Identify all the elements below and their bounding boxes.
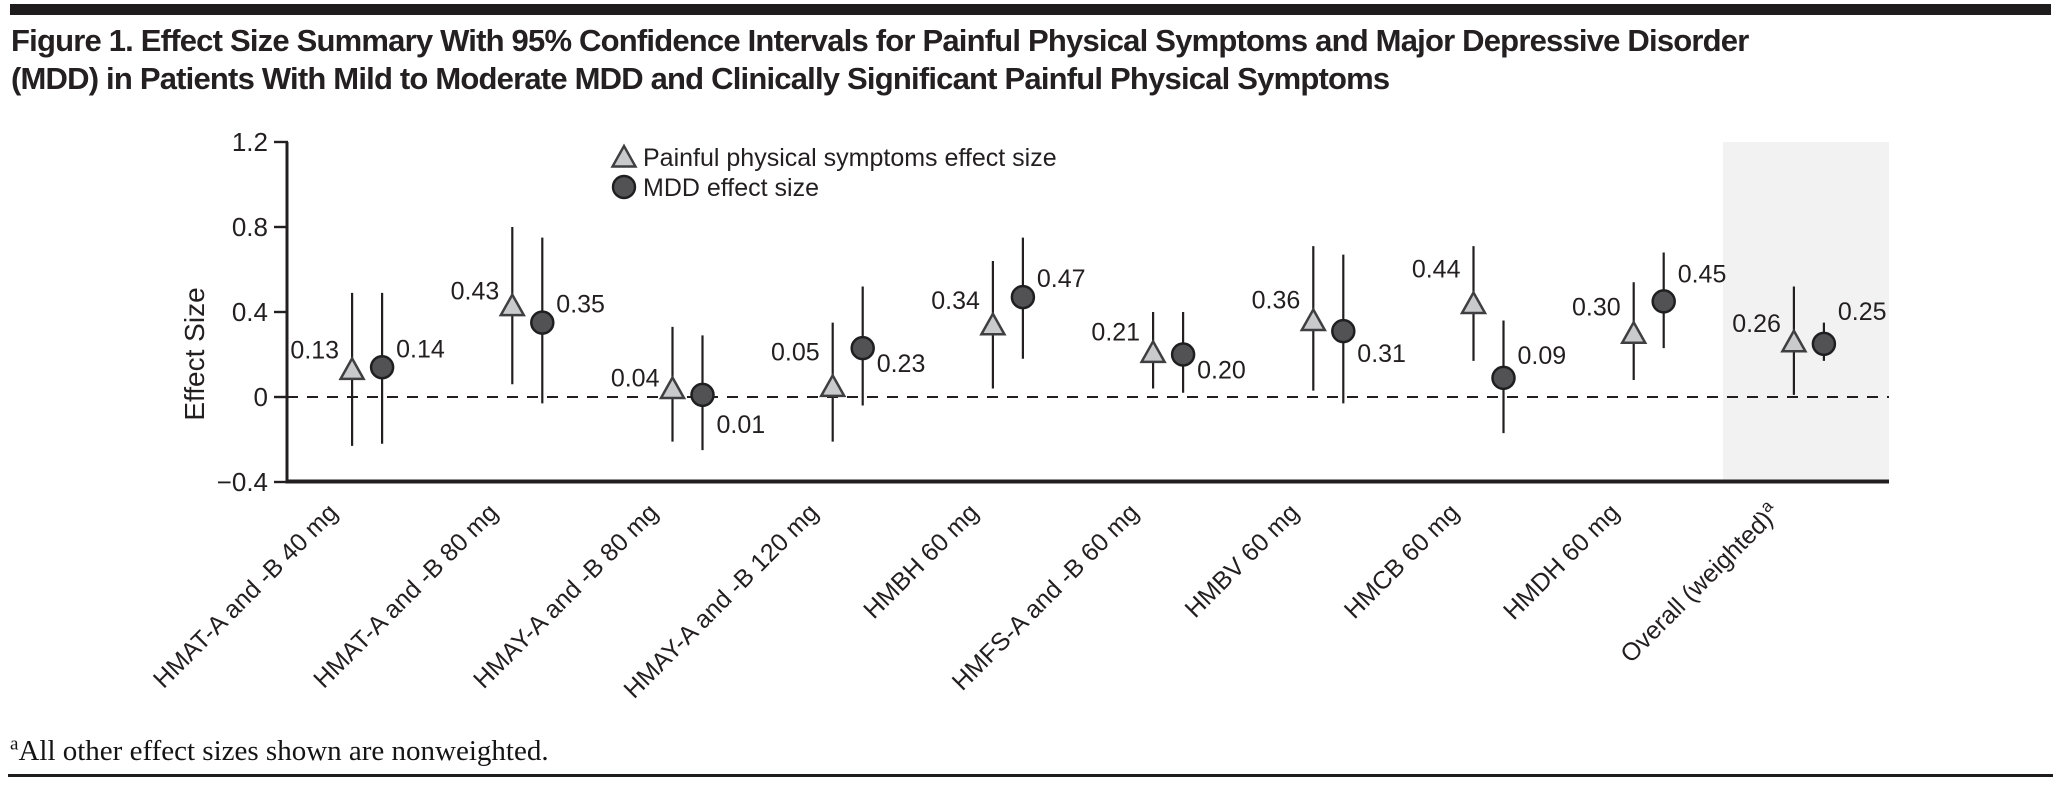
- triangle-marker: [658, 374, 687, 400]
- triangle-marker: [498, 292, 526, 317]
- y-tick-label: 1.2: [232, 127, 268, 157]
- category-label: HMFS-A and -B 60 mg: [947, 498, 1145, 696]
- footnote-superscript: a: [10, 733, 19, 755]
- value-label-pps: 0.21: [1091, 318, 1140, 346]
- highlight-band: [1723, 142, 1889, 482]
- category-label: HMAY-A and -B 80 mg: [468, 498, 664, 694]
- value-label-mdd: 0.47: [1037, 265, 1086, 293]
- value-label-pps: 0.43: [451, 278, 500, 306]
- figure-title-line1: Figure 1. Effect Size Summary With 95% C…: [11, 23, 1749, 58]
- value-label-mdd: 0.45: [1678, 260, 1727, 288]
- value-label-pps: 0.36: [1252, 287, 1301, 315]
- legend-circle-icon: [611, 174, 637, 200]
- y-tick-label: 0: [254, 382, 268, 412]
- circle-marker: [369, 355, 395, 380]
- y-tick-label: 0.4: [232, 297, 268, 327]
- category-label: Overall (weighted)a: [1613, 496, 1785, 668]
- value-label-pps: 0.05: [771, 338, 820, 366]
- value-label-mdd: 0.09: [1518, 342, 1567, 370]
- value-label-mdd: 0.25: [1838, 298, 1887, 326]
- footnote: aAll other effect sizes shown are nonwei…: [10, 733, 549, 768]
- bottom-rule-bar: [8, 774, 2053, 777]
- top-rule-bar: [10, 4, 2051, 15]
- circle-marker: [1010, 284, 1036, 310]
- triangle-marker: [979, 311, 1007, 336]
- category-label: HMCB 60 mg: [1339, 498, 1465, 624]
- footnote-text: All other effect sizes shown are nonweig…: [18, 735, 549, 767]
- value-label-mdd: 0.23: [877, 350, 926, 378]
- category-label: HMBH 60 mg: [858, 498, 984, 624]
- value-label-pps: 0.44: [1412, 256, 1461, 284]
- triangle-marker: [1780, 328, 1808, 353]
- triangle-marker: [338, 355, 366, 381]
- value-label-mdd: 0.35: [556, 291, 605, 319]
- value-label-pps: 0.13: [290, 336, 339, 364]
- value-label-mdd: 0.31: [1357, 340, 1406, 368]
- triangle-marker: [1459, 289, 1488, 315]
- category-label: HMAT-A and -B 80 mg: [308, 498, 503, 693]
- y-axis-title: Effect Size: [179, 287, 210, 420]
- circle-marker: [1811, 331, 1837, 357]
- category-label: HMBV 60 mg: [1180, 498, 1305, 623]
- legend-label-mdd: MDD effect size: [643, 174, 819, 202]
- triangle-marker: [819, 372, 847, 398]
- figure-title-line2: (MDD) in Patients With Mild to Moderate …: [11, 61, 1390, 96]
- y-tick-label: 0.8: [232, 212, 268, 242]
- legend-triangle-icon: [610, 143, 638, 168]
- circle-marker: [1651, 289, 1676, 314]
- triangle-marker: [1299, 306, 1327, 332]
- triangle-marker: [1139, 338, 1167, 364]
- circle-marker: [850, 335, 875, 361]
- category-label: HMDH 60 mg: [1498, 498, 1625, 625]
- circle-marker: [1331, 318, 1356, 344]
- value-label-mdd: 0.14: [396, 335, 445, 363]
- value-label-mdd: 0.01: [717, 411, 766, 439]
- value-label-pps: 0.34: [931, 287, 980, 315]
- figure-title: Figure 1. Effect Size Summary With 95% C…: [11, 22, 2051, 98]
- category-label: HMAT-A and -B 40 mg: [148, 498, 343, 693]
- value-label-pps: 0.30: [1572, 293, 1621, 321]
- circle-marker: [690, 382, 715, 408]
- y-tick-label: −0.4: [217, 467, 268, 497]
- circle-marker: [1491, 365, 1516, 391]
- value-label-pps: 0.26: [1732, 310, 1781, 338]
- value-label-mdd: 0.20: [1197, 357, 1246, 385]
- circle-marker: [530, 310, 555, 335]
- legend-label-pps: Painful physical symptoms effect size: [643, 144, 1057, 172]
- triangle-marker: [1620, 319, 1648, 344]
- value-label-pps: 0.04: [611, 365, 660, 393]
- circle-marker: [1170, 342, 1196, 367]
